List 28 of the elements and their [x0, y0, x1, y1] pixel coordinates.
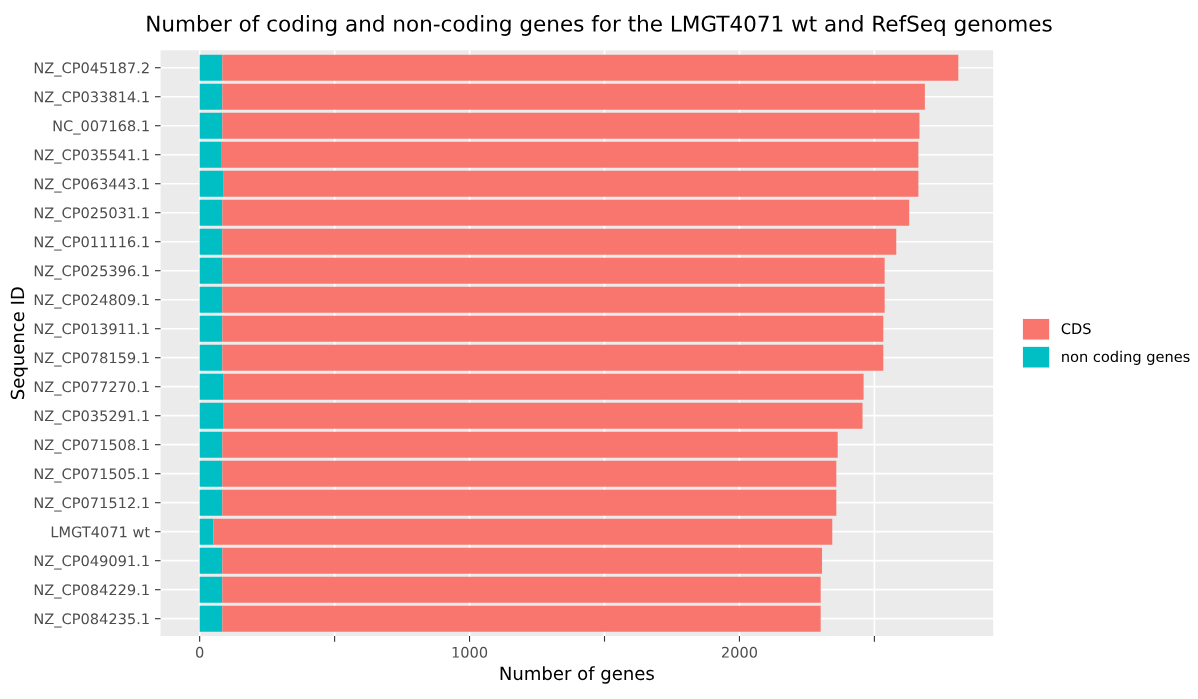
y-tick-label: NZ_CP033814.1 — [34, 91, 149, 106]
y-axis-title: Sequence ID — [10, 287, 28, 400]
y-tick-label: NZ_CP077270.1 — [34, 381, 149, 396]
y-tick-label: NZ_CP078159.1 — [34, 352, 149, 367]
x-tick-label: 1000 — [452, 646, 488, 658]
y-tick-label: NZ_CP071512.1 — [34, 497, 149, 512]
y-tick-label: NC_007168.1 — [53, 120, 149, 135]
y-tick-label: NZ_CP025396.1 — [34, 265, 149, 280]
legend-label: non coding genes — [1062, 350, 1190, 365]
y-tick-label: NZ_CP049091.1 — [34, 555, 149, 570]
y-tick-label: NZ_CP063443.1 — [34, 178, 149, 193]
y-tick-label: NZ_CP013911.1 — [34, 323, 149, 338]
legend-label: CDS — [1061, 323, 1091, 335]
y-tick-label: NZ_CP084229.1 — [34, 584, 149, 599]
y-tick-label: NZ_CP045187.2 — [34, 62, 149, 77]
y-tick-label: NZ_CP071505.1 — [34, 468, 149, 483]
x-tick-label: 2000 — [721, 646, 758, 658]
y-tick-label: NZ_CP025031.1 — [34, 207, 149, 222]
y-tick-label: NZ_CP084235.1 — [34, 613, 149, 628]
y-tick-label: NZ_CP035541.1 — [34, 149, 149, 164]
y-tick-label: NZ_CP071508.1 — [34, 439, 149, 454]
x-tick-label: 0 — [195, 646, 204, 658]
chart-title: Number of coding and non-coding genes for the LMGT4071 wt and RefSeq genomes — [147, 15, 1052, 36]
y-tick-label: NZ_CP011116.1 — [34, 236, 149, 251]
y-tick-label: NZ_CP024809.1 — [34, 294, 149, 309]
y-tick-label: LMGT4071 wt — [51, 526, 150, 538]
y-tick-label: NZ_CP035291.1 — [34, 410, 149, 425]
x-axis-title: Number of genes — [500, 666, 654, 684]
